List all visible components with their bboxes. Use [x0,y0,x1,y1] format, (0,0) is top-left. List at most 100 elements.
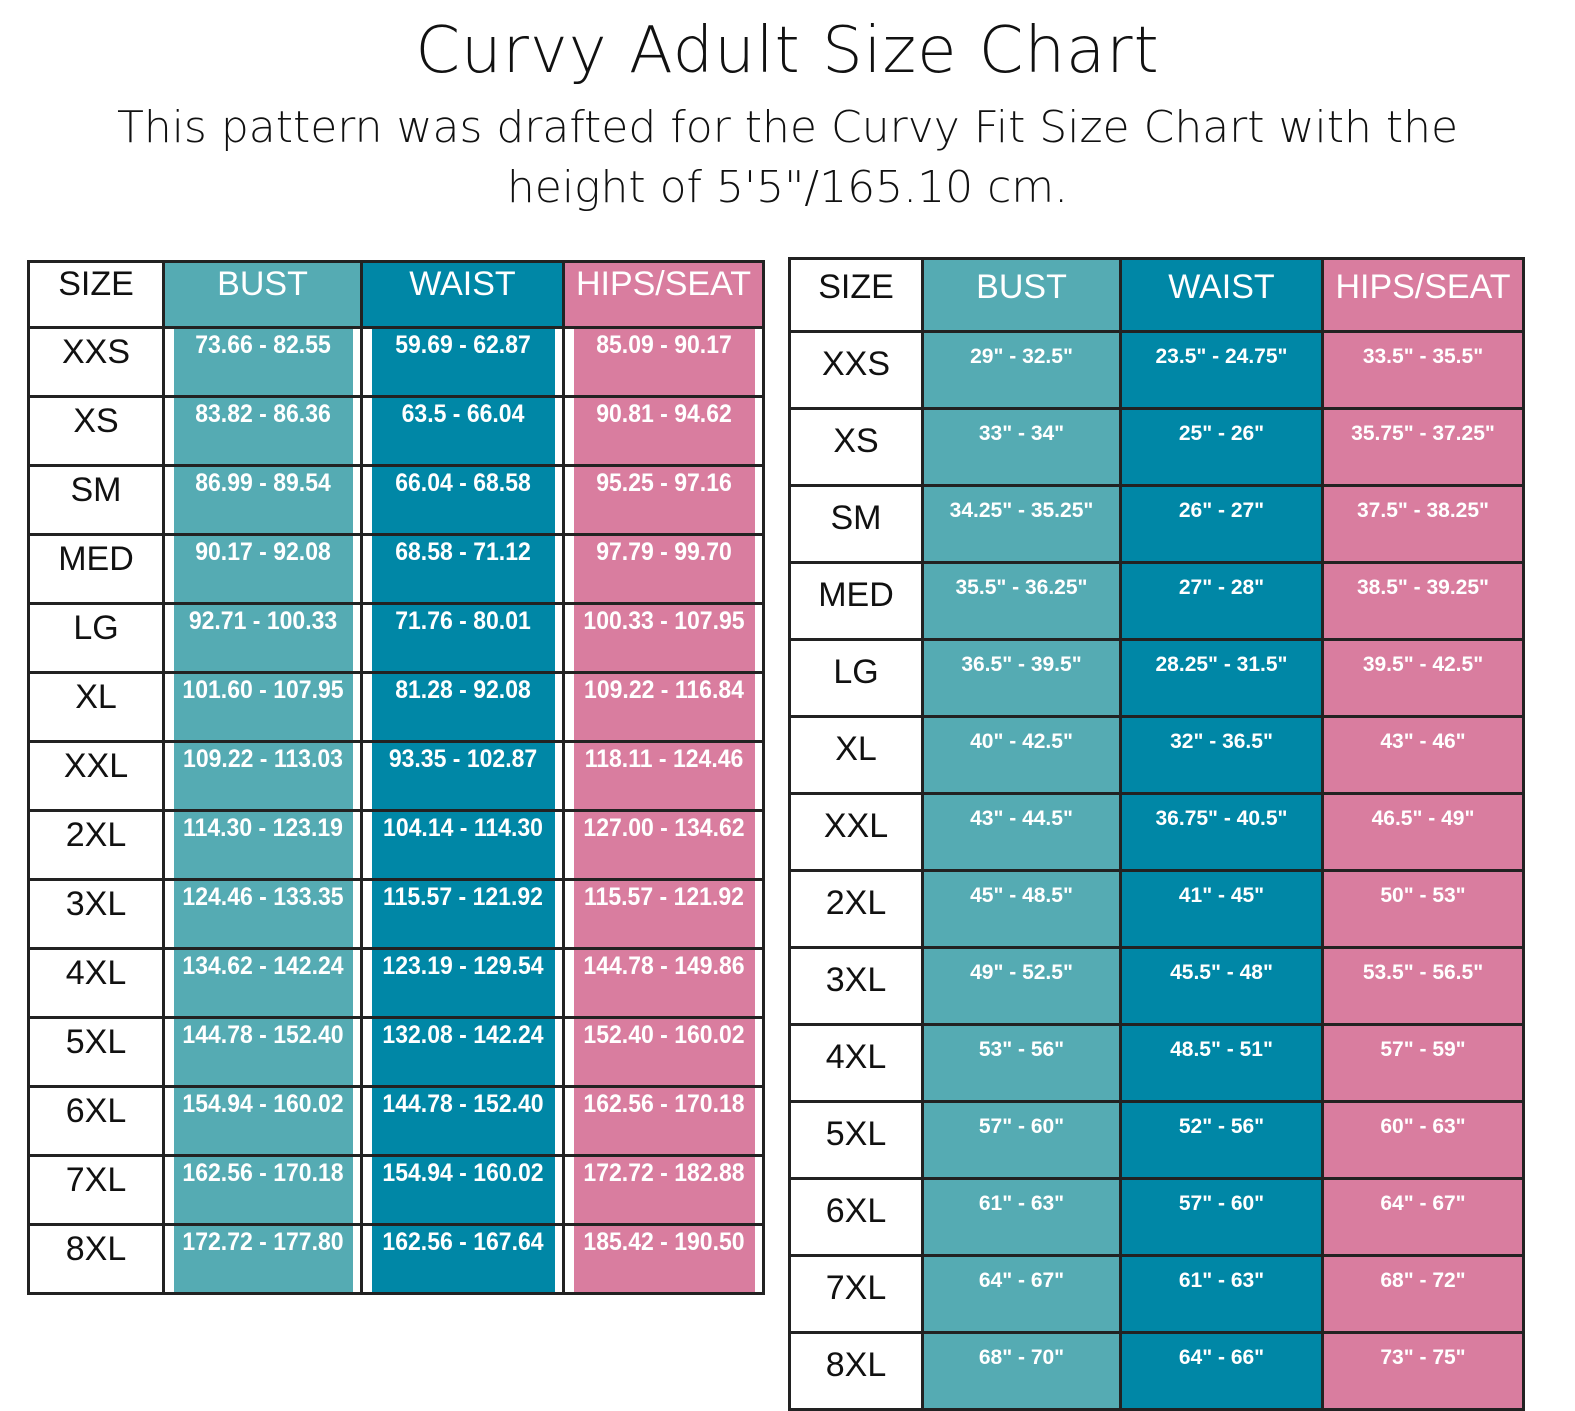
table-row: XL 101.60 - 107.95 81.28 - 92.08 109.22 - 1… [27,671,764,743]
header-row: SIZE BUST WAIST HIPS/SEAT [27,260,765,329]
table-row: LG 36.5" - 39.5" 28.25" - 31.5" 39.5" - 42.… [788,638,1525,718]
hips-cell: 53.5" - 56.5" [1321,946,1525,1026]
bust-cell: 45" - 48.5" [921,869,1122,949]
hips-cell: 152.40 - 160.02 [570,1016,757,1088]
hips-cell: 39.5" - 42.5" [1321,638,1525,718]
waist-cell: 57" - 60" [1119,1177,1324,1257]
waist-cell: 52" - 56" [1119,1100,1324,1180]
size-cell: SM [27,464,165,536]
bust-cell: 73.66 - 82.55 [170,326,355,398]
size-cell: 8XL [27,1223,165,1295]
hips-cell: 95.25 - 97.16 [570,464,757,536]
size-table-cm: SIZE BUST WAIST HIPS/SEAT XXS 73.66 - 82.… [27,260,765,1295]
waist-cell: 144.78 - 152.40 [368,1085,557,1157]
table-row: XXL 43" - 44.5" 36.75" - 40.5" 46.5" - 49" [788,792,1525,872]
waist-cell: 81.28 - 92.08 [368,671,557,743]
hips-cell: 68" - 72" [1321,1254,1525,1334]
hips-cell: 85.09 - 90.17 [570,326,757,398]
size-cell: XS [788,407,924,487]
size-cell: XXS [27,326,165,398]
waist-cell: 154.94 - 160.02 [368,1154,557,1226]
header-hips: HIPS/SEAT [562,260,765,329]
subtitle-line-1: This pattern was drafted for the Curvy F… [116,102,1459,153]
table-row: 6XL 61" - 63" 57" - 60" 64" - 67" [788,1177,1525,1257]
waist-cell: 162.56 - 167.64 [368,1223,557,1295]
bust-cell: 29" - 32.5" [921,330,1122,410]
table-row: XL 40" - 42.5" 32" - 36.5" 43" - 46" [788,715,1525,795]
table-row: XS 83.82 - 86.36 63.5 - 66.04 90.81 - 94.62 [27,395,764,467]
bust-cell: 90.17 - 92.08 [170,533,355,605]
header-bust: BUST [921,257,1122,333]
table-row: 5XL 144.78 - 152.40 132.08 - 142.24 152.40 … [27,1016,764,1088]
table-row: 8XL 68" - 70" 64" - 66" 73" - 75" [788,1331,1525,1411]
table-row: 6XL 154.94 - 160.02 144.78 - 152.40 162.56 … [27,1085,764,1157]
bust-cell: 172.72 - 177.80 [170,1223,355,1295]
header-size: SIZE [27,260,165,329]
size-cell: XL [27,671,165,743]
size-cell: XS [27,395,165,467]
waist-cell: 123.19 - 129.54 [368,947,557,1019]
bust-cell: 61" - 63" [921,1177,1122,1257]
table-row: 2XL 45" - 48.5" 41" - 45" 50" - 53" [788,869,1525,949]
waist-cell: 68.58 - 71.12 [368,533,557,605]
waist-cell: 63.5 - 66.04 [368,395,557,467]
header-hips: HIPS/SEAT [1321,257,1525,333]
hips-cell: 35.75" - 37.25" [1321,407,1525,487]
table-row: 2XL 114.30 - 123.19 104.14 - 114.30 127.00 … [27,809,764,881]
bust-cell: 40" - 42.5" [921,715,1122,795]
size-cell: 6XL [27,1085,165,1157]
size-cell: 6XL [788,1177,924,1257]
waist-cell: 93.35 - 102.87 [368,740,557,812]
size-cell: 2XL [788,869,924,949]
table-row: 3XL 124.46 - 133.35 115.57 - 121.92 115.57 … [27,878,764,950]
hips-cell: 172.72 - 182.88 [570,1154,757,1226]
waist-cell: 64" - 66" [1119,1331,1324,1411]
size-cell: LG [788,638,924,718]
size-cell: SM [788,484,924,564]
hips-cell: 33.5" - 35.5" [1321,330,1525,410]
bust-cell: 33" - 34" [921,407,1122,487]
waist-cell: 27" - 28" [1119,561,1324,641]
table-row: 5XL 57" - 60" 52" - 56" 60" - 63" [788,1100,1525,1180]
bust-cell: 53" - 56" [921,1023,1122,1103]
size-cell: MED [788,561,924,641]
size-cell: XXL [788,792,924,872]
waist-cell: 71.76 - 80.01 [368,602,557,674]
table-row: MED 90.17 - 92.08 68.58 - 71.12 97.79 - 99.… [27,533,764,605]
table-row: 7XL 162.56 - 170.18 154.94 - 160.02 172.72 … [27,1154,764,1226]
size-cell: 7XL [27,1154,165,1226]
hips-cell: 118.11 - 124.46 [570,740,757,812]
size-cell: 5XL [788,1100,924,1180]
waist-cell: 28.25" - 31.5" [1119,638,1324,718]
size-cell: XL [788,715,924,795]
size-cell: 5XL [27,1016,165,1088]
size-cell: 3XL [27,878,165,950]
hips-cell: 115.57 - 121.92 [570,878,757,950]
hips-cell: 100.33 - 107.95 [570,602,757,674]
table-row: SM 86.99 - 89.54 66.04 - 68.58 95.25 - 97.1… [27,464,764,536]
hips-cell: 46.5" - 49" [1321,792,1525,872]
table-row: LG 92.71 - 100.33 71.76 - 80.01 100.33 - 10… [27,602,764,674]
size-cell: 4XL [788,1023,924,1103]
table-row: XS 33" - 34" 25" - 26" 35.75" - 37.25" [788,407,1525,487]
table-row: 8XL 172.72 - 177.80 162.56 - 167.64 185.42 … [27,1223,764,1295]
table-row: 4XL 53" - 56" 48.5" - 51" 57" - 59" [788,1023,1525,1103]
bust-cell: 92.71 - 100.33 [170,602,355,674]
waist-cell: 59.69 - 62.87 [368,326,557,398]
size-cell: 8XL [788,1331,924,1411]
size-cell: 4XL [27,947,165,1019]
waist-cell: 45.5" - 48" [1119,946,1324,1026]
waist-cell: 104.14 - 114.30 [368,809,557,881]
bust-cell: 144.78 - 152.40 [170,1016,355,1088]
hips-cell: 127.00 - 134.62 [570,809,757,881]
bust-cell: 34.25" - 35.25" [921,484,1122,564]
hips-cell: 43" - 46" [1321,715,1525,795]
table-row: 4XL 134.62 - 142.24 123.19 - 129.54 144.78 … [27,947,764,1019]
header-waist: WAIST [1119,257,1324,333]
waist-cell: 25" - 26" [1119,407,1324,487]
hips-cell: 97.79 - 99.70 [570,533,757,605]
subtitle-line-2: height of 5'5"/165.10 cm. [506,162,1069,213]
bust-cell: 83.82 - 86.36 [170,395,355,467]
header-bust: BUST [162,260,363,329]
bust-cell: 114.30 - 123.19 [170,809,355,881]
